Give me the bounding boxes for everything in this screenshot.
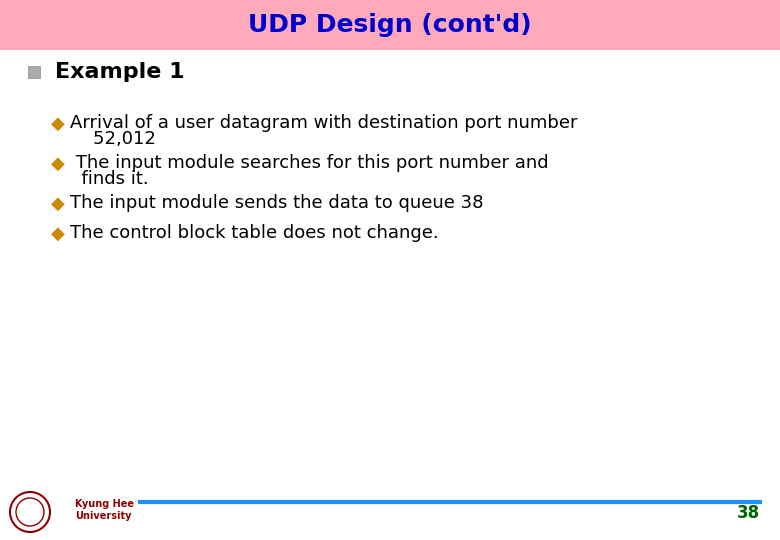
Text: ◆: ◆ bbox=[51, 225, 65, 243]
Text: Arrival of a user datagram with destination port number: Arrival of a user datagram with destinat… bbox=[70, 114, 577, 132]
Bar bbox=[0, 0, 780, 50]
Text: Example 1: Example 1 bbox=[55, 62, 185, 82]
Text: ◆: ◆ bbox=[51, 115, 65, 133]
Text: The input module sends the data to queue 38: The input module sends the data to queue… bbox=[70, 194, 484, 212]
Text: The input module searches for this port number and: The input module searches for this port … bbox=[70, 154, 548, 172]
Text: 38: 38 bbox=[737, 504, 760, 522]
Text: The control block table does not change.: The control block table does not change. bbox=[70, 224, 438, 242]
Text: 52,012: 52,012 bbox=[70, 130, 156, 148]
Text: finds it.: finds it. bbox=[70, 170, 149, 188]
Text: UDP Design (cont'd): UDP Design (cont'd) bbox=[248, 13, 532, 37]
Text: ◆: ◆ bbox=[51, 155, 65, 173]
Bar bbox=[28, 66, 40, 78]
Text: ◆: ◆ bbox=[51, 195, 65, 213]
Text: Kyung Hee
University: Kyung Hee University bbox=[75, 499, 134, 521]
